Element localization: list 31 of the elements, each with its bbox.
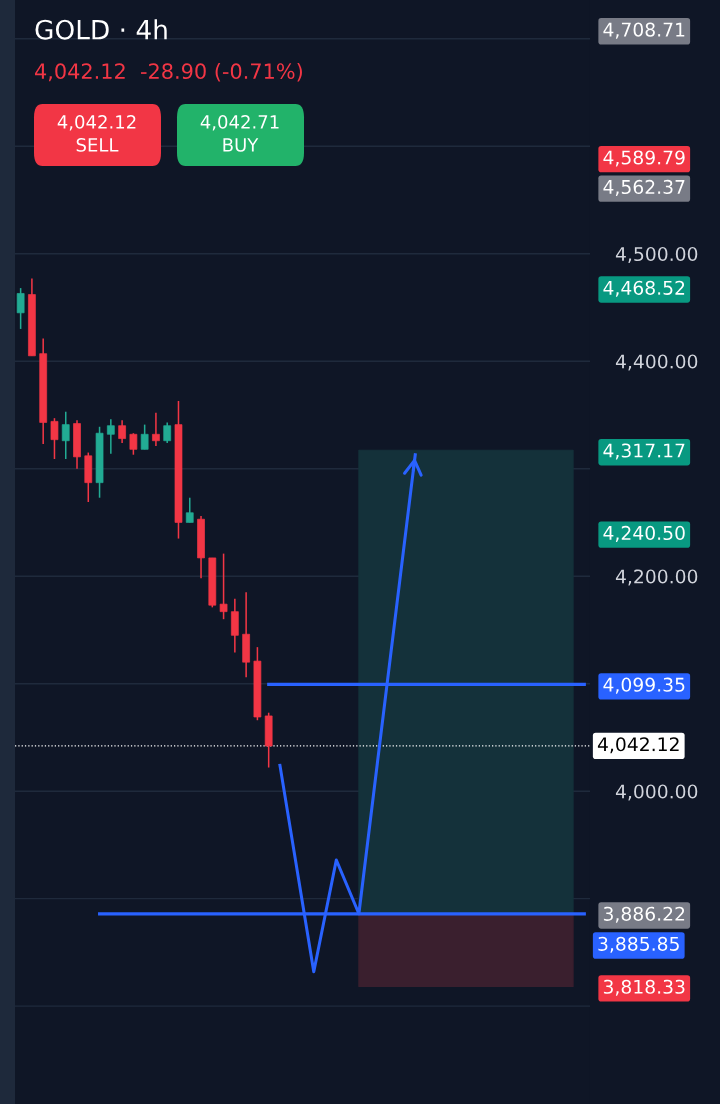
candlestick	[50, 417, 59, 460]
y2-tick-label: 4,468.52	[603, 280, 685, 297]
text: 3,885.85	[598, 936, 679, 953]
y2-tick-label: 3,818.33	[603, 979, 685, 996]
candlestick	[16, 287, 25, 330]
candlestick	[118, 419, 126, 444]
text: 4,042.12 -28.90 (-0.71%)	[35, 62, 302, 82]
y-tick-label: 4,500.00	[615, 246, 698, 263]
candlestick	[219, 552, 228, 620]
candlestick	[152, 412, 160, 447]
candlestick	[106, 418, 115, 455]
y2-tick-label: 4,562.37	[603, 179, 685, 196]
candlestick	[61, 410, 70, 460]
y2-tick-label: 3,886.22	[603, 906, 685, 923]
y-tick-label: 4,000.00	[615, 784, 698, 801]
y2-tick-label: 4,240.50	[603, 525, 685, 542]
annotation: 4,042.71 BUY	[200, 115, 279, 152]
ref-line-label: 4,042.12	[597, 737, 679, 754]
candlestick	[140, 423, 149, 451]
y2-tick-label: 4,317.17	[603, 443, 685, 460]
candlestick	[163, 421, 172, 444]
y-tick-label: 4,400.00	[615, 354, 698, 371]
y-tick-label: 4,200.00	[615, 569, 698, 586]
y2-tick-label: 4,589.79	[603, 150, 685, 167]
candlestick	[129, 432, 138, 456]
y2-tick-label: 4,708.71	[603, 22, 685, 39]
y2-tick-label: 4,099.35	[603, 677, 685, 694]
annotation: 4,042.12 SELL	[57, 115, 136, 152]
candlestick	[231, 597, 239, 654]
text: GOLD · 4h	[35, 19, 167, 40]
candlestick	[185, 496, 194, 524]
